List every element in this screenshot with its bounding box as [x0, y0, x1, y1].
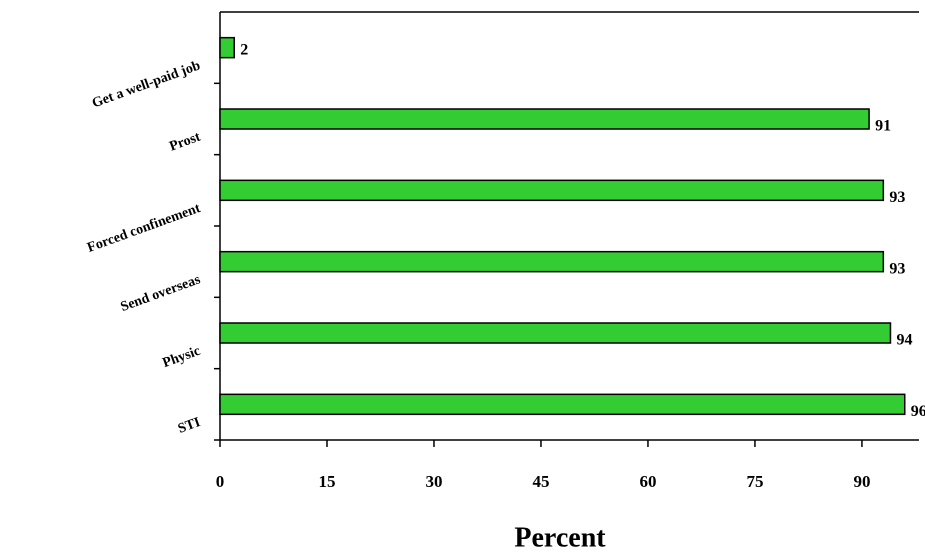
- x-axis-title: Percent: [514, 522, 606, 553]
- x-tick-label: 30: [425, 472, 442, 491]
- y-tick-label: Send overseas: [119, 272, 203, 315]
- bar: [219, 36, 236, 59]
- x-tick-label: 75: [746, 472, 763, 491]
- value-label: 91: [875, 118, 891, 135]
- x-tick-label: 0: [216, 472, 225, 491]
- x-tick-label: 90: [853, 472, 870, 491]
- y-tick-label: Prost: [168, 130, 203, 155]
- y-tick-label: STI: [176, 415, 202, 437]
- x-tick-label: 15: [318, 472, 335, 491]
- x-tick-label: 60: [639, 472, 656, 491]
- bar: [219, 108, 870, 130]
- bar: [219, 393, 906, 416]
- y-tick-label: Physic: [161, 344, 203, 371]
- value-label: 93: [889, 189, 905, 206]
- value-label: 94: [896, 332, 912, 349]
- y-tick-label: Get a well-paid job: [90, 58, 202, 111]
- bar: [219, 322, 892, 344]
- bar: [219, 250, 885, 273]
- value-label: 96: [911, 403, 925, 420]
- x-tick-label: 45: [532, 472, 549, 491]
- value-label: 2: [240, 41, 248, 58]
- bar: [219, 179, 885, 202]
- y-tick-label: Forced confinement: [85, 201, 202, 256]
- value-label: 93: [889, 260, 905, 277]
